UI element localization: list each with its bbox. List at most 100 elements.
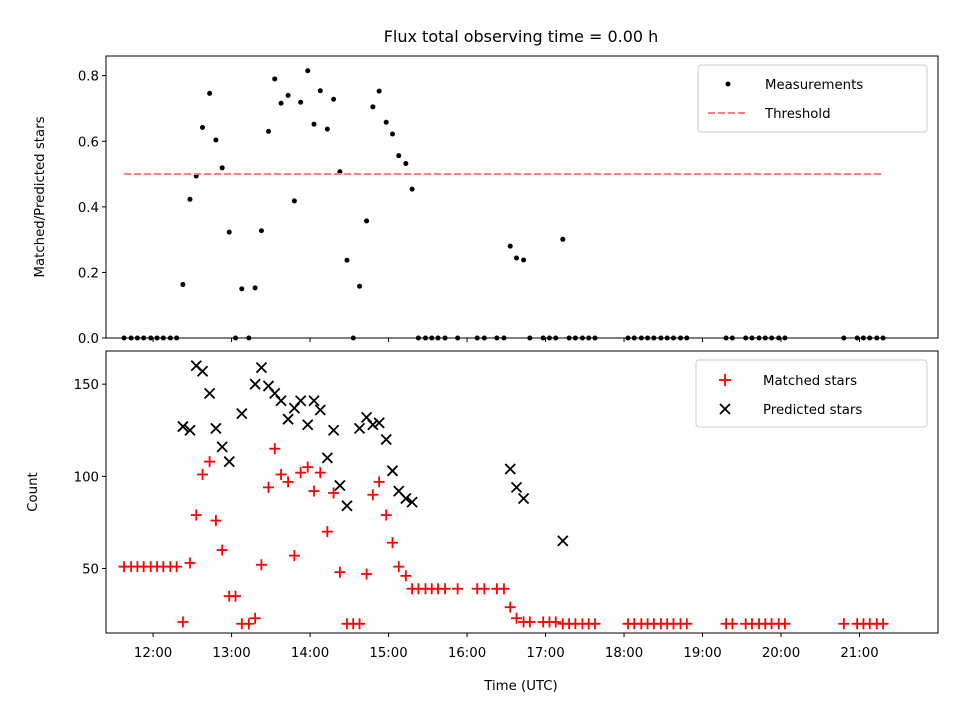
y-tick-label: 150 <box>74 378 99 393</box>
measurement-point <box>521 257 527 263</box>
predicted-stars-point <box>380 433 392 446</box>
measurement-point <box>180 282 186 288</box>
x-tick-label: 14:00 <box>291 646 329 661</box>
measurement-point <box>278 100 284 106</box>
matched-stars-point <box>726 618 738 630</box>
measurement-point <box>291 198 297 204</box>
predicted-stars-point <box>373 417 385 429</box>
ratio-legend: Measurements Threshold <box>697 64 928 133</box>
predicted-stars-point <box>196 365 209 377</box>
count-marks <box>118 360 889 630</box>
y-tick-label: 0.4 <box>78 201 99 216</box>
x-tick-label: 12:00 <box>134 646 172 661</box>
measurement-point <box>239 286 245 292</box>
x-tick-label: 20:00 <box>762 646 800 661</box>
matched-stars-point <box>269 443 281 455</box>
measurement-point <box>324 126 330 132</box>
measurement-point <box>207 90 213 96</box>
predicted-stars-point <box>184 424 196 436</box>
predicted-stars-point <box>334 479 346 492</box>
ratio-y-ticks: 0.0 0.2 0.4 0.6 0.8 <box>78 70 106 347</box>
count-axes-frame <box>105 350 939 634</box>
ratio-y-axis-label: Matched/Predicted stars <box>33 116 48 277</box>
measurement-point <box>213 137 219 143</box>
predicted-stars-point <box>210 422 222 435</box>
threshold-legend-label: Threshold <box>764 107 831 122</box>
measurement-point <box>560 236 566 242</box>
x-tick-label: 13:00 <box>212 646 250 661</box>
measurement-point <box>187 196 193 202</box>
matched-stars-point <box>550 616 562 628</box>
matched-stars-point <box>302 461 314 473</box>
matched-stars-point <box>288 550 300 562</box>
matched-stars-point <box>386 537 398 549</box>
measurement-point <box>409 186 415 192</box>
predicted-stars-point <box>236 408 248 420</box>
predicted-legend-marker <box>719 403 731 415</box>
matched-stars-point <box>190 509 202 521</box>
measurement-point <box>317 88 323 94</box>
matched-stars-point <box>243 618 255 630</box>
matched-stars-point <box>216 544 228 556</box>
matched-stars-point <box>400 570 412 582</box>
matched-stars-point <box>230 590 242 602</box>
chart-title: Flux total observing time = 0.00 h <box>384 27 659 46</box>
matched-stars-point <box>328 487 340 499</box>
y-tick-label: 0.0 <box>78 332 99 347</box>
matched-stars-point <box>361 568 373 580</box>
predicted-stars-point <box>295 395 307 407</box>
measurement-point <box>298 99 304 105</box>
predicted-stars-point <box>308 395 320 407</box>
x-tick-label: 17:00 <box>526 646 564 661</box>
predicted-stars-point <box>321 452 333 464</box>
measurement-point <box>383 119 389 125</box>
predicted-stars-point <box>203 387 216 400</box>
matched-stars-point <box>511 612 523 624</box>
predicted-stars-point <box>249 378 261 390</box>
ratio-axes-frame <box>105 55 939 339</box>
measurement-point <box>364 218 370 224</box>
predicted-stars-point <box>386 465 399 477</box>
measurement-point <box>219 165 225 171</box>
measurement-point <box>389 131 395 137</box>
measurement-point <box>337 169 343 175</box>
count-legend-box <box>695 359 928 428</box>
measurement-point <box>376 88 382 94</box>
predicted-stars-point <box>517 492 530 505</box>
matched-stars-point <box>275 468 287 480</box>
y-tick-label: 0.6 <box>78 135 99 150</box>
matched-stars-point <box>838 618 850 630</box>
x-tick-label: 19:00 <box>683 646 721 661</box>
ratio-legend-box <box>697 64 928 133</box>
y-tick-label: 0.8 <box>78 70 99 85</box>
count-y-axis-label: Count <box>26 472 41 512</box>
count-legend: Matched stars Predicted stars <box>695 359 928 428</box>
matched-stars-point <box>184 557 196 569</box>
predicted-stars-point <box>216 441 228 453</box>
ratio-subplot: 0.00.20.40.60.8 Matched/Predicted stars … <box>33 55 939 347</box>
predicted-stars-point <box>302 419 314 431</box>
measurement-point <box>514 255 520 261</box>
y-tick-label: 50 <box>82 562 99 577</box>
measurement-point <box>507 243 513 249</box>
matched-stars-point <box>334 566 346 578</box>
matched-stars-point <box>295 467 307 479</box>
measurement-point <box>357 283 363 289</box>
matched-legend-label: Matched stars <box>763 374 857 389</box>
measurement-point <box>344 257 350 263</box>
measurement-point <box>265 128 271 134</box>
predicted-stars-point <box>367 419 379 431</box>
count-x-ticks: 12:00 13:00 14:00 15:00 16:00 17:00 18:00 19:00… <box>134 633 879 661</box>
measurement-point <box>370 104 376 110</box>
predicted-stars-point <box>282 413 294 425</box>
measurement-point <box>226 229 232 235</box>
matched-stars-point <box>204 456 216 468</box>
y-tick-label: 0.2 <box>78 266 99 281</box>
matched-stars-point <box>498 583 510 595</box>
x-tick-label: 16:00 <box>448 646 486 661</box>
matched-stars-point <box>171 561 183 573</box>
measurement-point <box>403 161 409 167</box>
matched-stars-point <box>877 618 889 630</box>
matched-stars-point <box>779 618 791 630</box>
